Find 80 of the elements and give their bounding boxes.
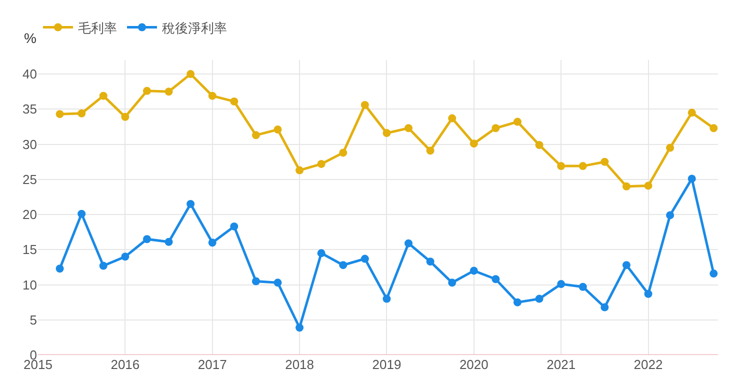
point xyxy=(513,118,522,126)
legend-label: 稅後淨利率 xyxy=(162,20,227,36)
point xyxy=(622,261,630,270)
y-tick-label: 5 xyxy=(30,312,37,328)
point xyxy=(274,126,282,134)
point xyxy=(535,294,544,303)
point xyxy=(557,280,566,288)
point xyxy=(600,303,609,312)
point xyxy=(121,112,130,121)
x-tick-label: 2021 xyxy=(546,357,576,372)
point xyxy=(99,262,108,270)
point xyxy=(78,210,86,218)
point xyxy=(99,92,108,100)
point xyxy=(513,298,522,306)
point xyxy=(382,129,391,138)
point xyxy=(164,238,173,246)
point xyxy=(578,282,587,291)
point xyxy=(296,166,304,174)
point xyxy=(535,140,544,149)
point xyxy=(230,222,238,230)
point xyxy=(186,200,195,208)
y-tick-label: 20 xyxy=(22,207,37,222)
point xyxy=(492,275,500,284)
point xyxy=(382,294,391,303)
point xyxy=(666,211,674,220)
x-tick-label: 2019 xyxy=(372,357,402,372)
x-tick-label: 2017 xyxy=(198,357,227,372)
point xyxy=(360,254,369,263)
point xyxy=(688,174,696,183)
y-tick-label: 35 xyxy=(22,102,37,117)
point xyxy=(142,235,151,244)
point xyxy=(492,124,500,132)
point xyxy=(208,238,216,247)
y-tick-label: 10 xyxy=(22,277,37,292)
point xyxy=(600,158,609,166)
y-tick-label: 30 xyxy=(22,136,37,152)
point xyxy=(404,124,413,132)
point xyxy=(470,266,478,275)
point xyxy=(164,88,173,96)
point xyxy=(339,148,348,157)
point xyxy=(426,146,434,155)
x-tick-label: 2018 xyxy=(285,357,314,372)
point xyxy=(230,97,238,106)
y-tick-label: 25 xyxy=(22,172,37,187)
point xyxy=(710,124,718,132)
point xyxy=(448,114,456,122)
point xyxy=(121,252,130,261)
point xyxy=(666,144,674,152)
point xyxy=(56,264,64,273)
y-tick-label: 15 xyxy=(22,242,37,258)
point xyxy=(317,249,326,258)
point xyxy=(339,261,348,270)
point xyxy=(622,182,630,190)
point xyxy=(252,131,260,140)
point xyxy=(142,86,151,95)
point xyxy=(56,110,64,118)
point xyxy=(644,182,652,190)
point xyxy=(557,162,566,170)
point xyxy=(426,258,434,266)
x-tick-label: 2020 xyxy=(459,357,488,372)
point xyxy=(252,277,260,286)
point xyxy=(448,278,456,287)
point xyxy=(78,109,86,118)
point xyxy=(470,140,478,148)
point xyxy=(186,70,195,78)
x-tick-label: 2016 xyxy=(110,357,140,372)
point xyxy=(404,239,413,248)
x-tick-label: 2022 xyxy=(634,357,663,372)
point xyxy=(208,92,216,100)
point xyxy=(296,324,304,332)
point xyxy=(360,100,369,109)
point xyxy=(644,290,652,298)
point xyxy=(274,278,282,287)
y-axis-title: % xyxy=(24,30,36,46)
y-tick-label: 40 xyxy=(22,66,37,82)
legend-label: 毛利率 xyxy=(78,20,117,36)
point xyxy=(317,160,326,168)
point xyxy=(688,108,696,117)
point xyxy=(578,162,587,170)
point xyxy=(710,270,718,278)
